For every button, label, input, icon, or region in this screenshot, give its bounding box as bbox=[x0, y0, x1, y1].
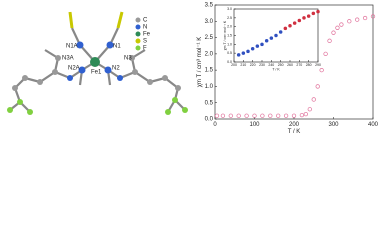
data-point bbox=[228, 113, 233, 118]
data-point bbox=[302, 16, 306, 20]
molecule: N1A N3A N2A Fe1 N1 N2 N3 C N Fe S F bbox=[7, 11, 188, 115]
atom-label: N3A bbox=[62, 56, 74, 62]
legend-label: S bbox=[143, 39, 147, 45]
data-point bbox=[311, 97, 316, 102]
data-point bbox=[236, 53, 241, 57]
data-point bbox=[355, 17, 360, 22]
y-tick-label: 1.5 bbox=[205, 68, 214, 74]
data-point bbox=[306, 14, 311, 18]
data-point bbox=[214, 113, 220, 118]
x-tick-label: 250 bbox=[278, 63, 284, 67]
data-point bbox=[288, 24, 292, 28]
data-point bbox=[269, 36, 274, 40]
data-point bbox=[319, 67, 324, 73]
y-tick-label: 0.0 bbox=[205, 117, 214, 123]
x-tick-label: 230 bbox=[259, 63, 265, 67]
data-point bbox=[299, 112, 305, 118]
y-tick-label: 2.0 bbox=[227, 25, 232, 29]
data-point bbox=[250, 46, 255, 51]
legend-label: N bbox=[143, 25, 147, 31]
y-tick-label: 1.0 bbox=[205, 84, 214, 90]
data-point bbox=[276, 113, 281, 118]
y-tick-label: 1.5 bbox=[227, 33, 232, 37]
atom-label: N2 bbox=[112, 66, 120, 72]
y-tick-label: 2.0 bbox=[205, 51, 214, 57]
data-point bbox=[241, 51, 246, 55]
legend-label: C bbox=[143, 18, 148, 24]
data-point bbox=[255, 44, 260, 48]
data-point bbox=[339, 22, 344, 27]
data-point bbox=[246, 49, 250, 54]
x-tick-label: 100 bbox=[249, 122, 260, 128]
x-tick-label: 0 bbox=[213, 122, 217, 128]
data-point bbox=[264, 39, 269, 43]
x-tick-label: 300 bbox=[328, 122, 339, 128]
atom-label: N2A bbox=[68, 66, 80, 72]
y-axis-label: χm T / cm³ mol⁻¹ K bbox=[197, 37, 203, 87]
data-point bbox=[303, 111, 309, 117]
atom-label: Fe1 bbox=[91, 70, 102, 76]
data-point bbox=[370, 14, 376, 19]
data-point bbox=[244, 113, 249, 118]
x-tick-label: 400 bbox=[368, 122, 378, 128]
data-point bbox=[268, 113, 273, 118]
legend-label: F bbox=[143, 46, 147, 52]
x-tick-label: 290 bbox=[315, 63, 321, 67]
data-point bbox=[220, 113, 226, 118]
x-tick-label: 200 bbox=[289, 122, 300, 128]
y-tick-label: 0.5 bbox=[205, 100, 214, 106]
y-tick-label: 0.0 bbox=[227, 60, 232, 64]
x-tick-label: 280 bbox=[306, 63, 312, 67]
x-tick-label: 260 bbox=[287, 63, 293, 67]
y-tick-label: 3.5 bbox=[205, 3, 214, 9]
data-point bbox=[335, 25, 340, 30]
data-point bbox=[292, 21, 297, 25]
data-point bbox=[311, 11, 316, 16]
data-point bbox=[278, 30, 283, 34]
data-point bbox=[283, 113, 289, 118]
data-point bbox=[347, 19, 352, 24]
atom-label: N3 bbox=[124, 56, 132, 62]
data-point bbox=[291, 113, 297, 118]
y-tick-label: 0.5 bbox=[227, 51, 232, 55]
legend-label: Fe bbox=[143, 32, 151, 38]
x-tick-label: 270 bbox=[296, 63, 302, 67]
x-tick-label: 210 bbox=[240, 63, 246, 67]
data-point bbox=[315, 84, 320, 89]
atom-label: N1A bbox=[66, 44, 78, 50]
y-tick-label: 2.5 bbox=[227, 16, 232, 20]
data-point bbox=[260, 42, 264, 47]
y-tick-label: 1.0 bbox=[227, 42, 232, 46]
data-point bbox=[323, 51, 328, 57]
y-tick-label: 2.5 bbox=[205, 35, 214, 41]
figure: N1A N3A N2A Fe1 N1 N2 N3 C N Fe S F 0 100… bbox=[7, 3, 378, 135]
data-point bbox=[283, 26, 288, 31]
data-point bbox=[236, 113, 241, 118]
x-tick-label: 200 bbox=[231, 63, 237, 67]
data-point bbox=[316, 9, 320, 14]
data-point bbox=[362, 15, 368, 21]
data-point bbox=[331, 30, 336, 35]
y-axis-label: χm T / cm³ mol⁻¹ K bbox=[223, 20, 227, 50]
x-tick-label: 240 bbox=[268, 63, 274, 67]
data-point bbox=[327, 38, 332, 43]
fe-atom bbox=[90, 57, 100, 67]
data-point bbox=[260, 113, 265, 118]
data-point bbox=[252, 113, 257, 118]
data-point bbox=[297, 18, 302, 23]
x-axis-label: T / K bbox=[272, 67, 280, 71]
y-tick-label: 3.0 bbox=[227, 7, 232, 11]
x-axis-label: T / K bbox=[288, 129, 301, 135]
y-tick-label: 3.0 bbox=[205, 19, 214, 25]
data-point bbox=[274, 33, 278, 38]
x-tick-label: 220 bbox=[250, 63, 256, 67]
atom-label: N1 bbox=[113, 44, 121, 50]
data-point bbox=[307, 107, 312, 112]
